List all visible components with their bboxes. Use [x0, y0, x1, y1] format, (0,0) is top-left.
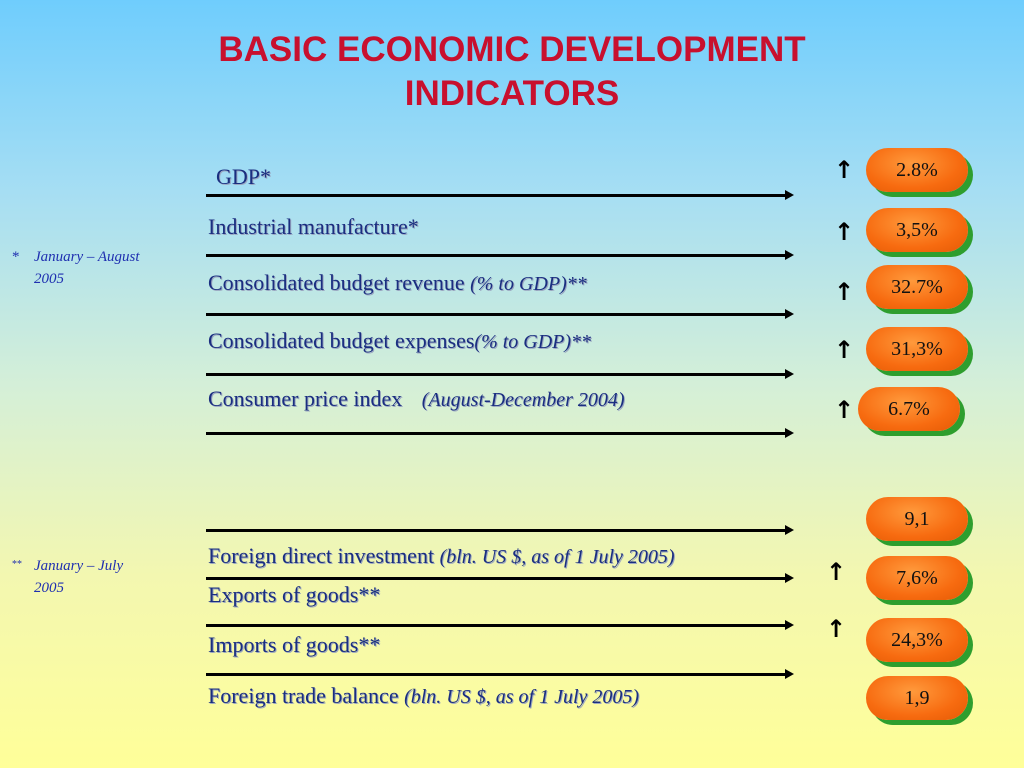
indicator-label-exports: Exports of goods**	[208, 582, 381, 607]
footnote-text: January – August	[34, 249, 140, 265]
page-title: BASIC ECONOMIC DEVELOPMENT INDICATORS	[0, 28, 1024, 116]
arrow-line	[206, 428, 794, 438]
value-badge-gdp: 2.8%	[866, 148, 968, 192]
arrow-line	[206, 369, 794, 379]
indicator-label-gdp: GDP*	[216, 164, 272, 189]
value-badge-consumer-price-index: 6.7%	[858, 387, 960, 431]
footnote-year: 2005	[34, 580, 64, 596]
footnote-january-august: * January – August 2005	[12, 246, 140, 290]
indicator-qualifier: (bln. US $, as of 1 July 2005)	[404, 686, 640, 708]
indicator-label-budget-expenses: Consolidated budget expenses(% to GDP)**	[208, 328, 592, 353]
indicator-label-consumer-price-index: Consumer price index (August-December 20…	[208, 386, 625, 411]
value-badge-exports: 7,6%	[866, 556, 968, 600]
arrow-line	[206, 620, 794, 630]
value-badge-budget-expenses: 31,3%	[866, 327, 968, 371]
up-arrow-icon: ↑	[834, 336, 855, 364]
indicator-label-fdi: Foreign direct investment (bln. US $, as…	[208, 543, 675, 568]
title-line-1: BASIC ECONOMIC DEVELOPMENT	[218, 30, 806, 69]
up-arrow-icon: ↑	[834, 278, 855, 306]
arrow-line	[206, 525, 794, 535]
indicator-label-imports: Imports of goods**	[208, 632, 381, 657]
indicator-label-budget-revenue: Consolidated budget revenue (% to GDP)**	[208, 270, 587, 295]
indicator-qualifier: (bln. US $, as of 1 July 2005)	[439, 546, 675, 568]
up-arrow-icon: ↑	[826, 615, 847, 643]
footnote-text: January – July	[34, 558, 124, 574]
up-arrow-icon: ↑	[826, 558, 847, 586]
indicator-label-trade-balance: Foreign trade balance (bln. US $, as of …	[208, 683, 640, 708]
value-badge-imports: 24,3%	[866, 618, 968, 662]
up-arrow-icon: ↑	[834, 396, 855, 424]
value-badge-budget-revenue: 32.7%	[866, 265, 968, 309]
footnote-mark: **	[12, 559, 22, 570]
up-arrow-icon: ↑	[834, 218, 855, 246]
indicator-qualifier: (% to GDP)**	[474, 331, 592, 353]
indicator-qualifier: (% to GDP)**	[470, 273, 587, 295]
value-badge-trade-balance: 1,9	[866, 676, 968, 720]
footnote-january-july: ** January – July 2005	[12, 554, 123, 599]
indicator-label-industrial-manufacture: Industrial manufacture*	[208, 214, 419, 239]
arrow-line	[206, 190, 794, 200]
arrow-line	[206, 669, 794, 679]
footnote-mark: *	[12, 249, 20, 265]
arrow-line	[206, 250, 794, 260]
value-badge-fdi: 9,1	[866, 497, 968, 541]
title-line-2: INDICATORS	[404, 74, 620, 113]
up-arrow-icon: ↑	[834, 156, 855, 184]
value-badge-industrial-manufacture: 3,5%	[866, 208, 968, 252]
footnote-year: 2005	[34, 271, 64, 287]
arrow-line	[206, 309, 794, 319]
indicator-qualifier: (August-December 2004)	[421, 389, 625, 411]
arrow-line	[206, 573, 794, 583]
